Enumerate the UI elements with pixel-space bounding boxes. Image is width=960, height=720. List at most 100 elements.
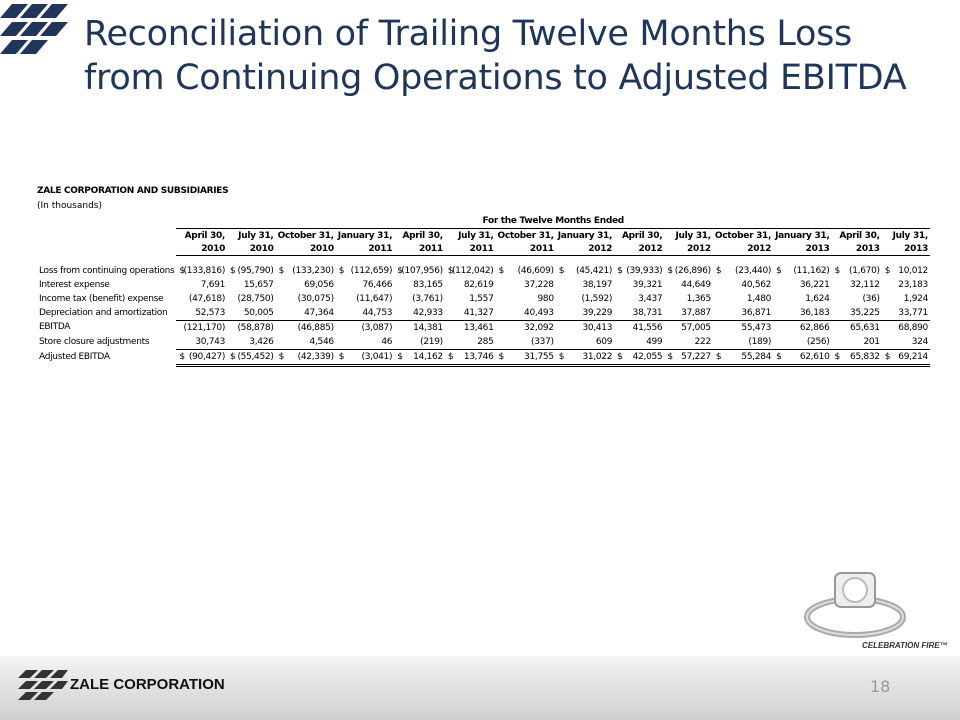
value: (58,878) — [237, 322, 274, 333]
currency-sign: $ — [667, 265, 673, 276]
value: 14,162 — [413, 351, 443, 362]
value-cell: 40,562 — [713, 278, 773, 292]
value: (46,609) — [517, 265, 554, 276]
value-cell: 37,887 — [664, 306, 713, 321]
value-cell: 1,924 — [882, 292, 930, 306]
column-month: April 30, — [184, 230, 226, 241]
value-cell: $ (90,427) — [176, 348, 228, 367]
value: (107,956) — [401, 265, 443, 276]
value: 31,755 — [524, 351, 554, 362]
footer-band — [0, 656, 960, 720]
value-cell: 4,546 — [276, 335, 336, 350]
column-month: April 30, — [839, 230, 880, 241]
value: (3,041) — [361, 351, 393, 362]
value-cell: (11,647) — [336, 292, 394, 306]
data-row: Adjusted EBITDA $ (90,427) $ (55,452) $ (42,33… — [37, 348, 930, 367]
currency-sign: $ — [834, 265, 841, 276]
value: (189) — [748, 336, 772, 347]
value-cell: 38,197 — [556, 278, 614, 292]
value: (30,075) — [297, 293, 334, 304]
value-cell: 39,229 — [556, 306, 614, 321]
logo-icon — [0, 4, 68, 54]
value: (47,618) — [188, 293, 226, 304]
value: 36,221 — [799, 279, 830, 290]
column-year: 2012 — [555, 242, 615, 256]
currency-sign: $ — [834, 351, 841, 362]
value: 57,005 — [681, 322, 711, 333]
column-month: January 31, — [337, 230, 393, 241]
row-label: Interest expense — [39, 279, 110, 290]
value: 324 — [911, 336, 929, 347]
currency-sign: $ — [397, 351, 403, 362]
value-cell: $31,755 — [495, 348, 556, 367]
data-row: Income tax (benefit) expense (47,618) (28,… — [37, 292, 930, 306]
value: (90,427) — [188, 351, 226, 362]
column-year: 2010 — [275, 242, 336, 256]
column-month: April 30, — [621, 230, 663, 241]
value-cell: $ (39,933) — [614, 264, 664, 278]
value: 47,364 — [304, 307, 334, 318]
value: (46,885) — [297, 322, 334, 333]
value-cell: (337) — [496, 335, 556, 350]
value-cell: 30,413 — [555, 319, 615, 335]
currency-sign: $ — [338, 351, 345, 362]
value: 201 — [863, 336, 880, 347]
value: 31,022 — [582, 351, 613, 362]
value: (112,042) — [451, 265, 494, 276]
value-cell: (58,878) — [227, 319, 276, 335]
value-cell: 222 — [664, 335, 713, 350]
month-header-row: April 30, July 31, October 31, January 31, A… — [37, 229, 930, 243]
value-cell: $ (45,421) — [556, 264, 614, 278]
column-month: July 31, — [238, 230, 274, 241]
value-cell: (121,170) — [176, 319, 228, 335]
value: 37,228 — [524, 279, 554, 290]
value: 4,546 — [309, 336, 335, 347]
value: 40,562 — [741, 279, 772, 290]
value-cell: $ (107,956) — [394, 264, 445, 278]
value: (337) — [531, 336, 554, 347]
value: 42,055 — [632, 351, 663, 362]
column-year: 2011 — [335, 242, 395, 256]
value: 46 — [381, 336, 393, 347]
value-cell: $ (23,440) — [713, 264, 773, 278]
value-cell: 3,426 — [227, 335, 276, 350]
value: (219) — [420, 336, 443, 347]
value: 37,887 — [681, 307, 711, 318]
spacer-row — [37, 256, 930, 264]
value: 50,005 — [243, 307, 274, 318]
currency-sign: $ — [617, 351, 623, 362]
value-cell: $ (133,816) — [176, 264, 227, 278]
value-cell: 62,866 — [773, 319, 832, 335]
data-row: Store closure adjustments 30,743 3,426 4,54… — [37, 335, 930, 350]
value: (121,170) — [183, 322, 226, 333]
value: 1,480 — [746, 293, 772, 304]
value: 499 — [646, 336, 663, 347]
units-note: (In thousands) — [37, 201, 102, 211]
value: (55,452) — [237, 351, 274, 362]
value: 32,092 — [524, 322, 554, 333]
value-cell: 36,221 — [773, 278, 831, 292]
currency-sign: $ — [498, 351, 505, 362]
value: (95,790) — [237, 265, 274, 276]
currency-sign: $ — [179, 265, 185, 276]
value: (26,896) — [674, 265, 711, 276]
column-month: January 31, — [775, 230, 830, 241]
value: 55,473 — [741, 322, 772, 333]
value: (11,647) — [356, 293, 393, 304]
value-cell: 609 — [556, 335, 614, 350]
value: 69,214 — [898, 351, 928, 362]
value-cell: $10,012 — [882, 264, 930, 278]
value-cell: 42,933 — [394, 306, 445, 321]
value: 14,381 — [413, 322, 443, 333]
value-cell: 13,461 — [444, 319, 496, 335]
data-row: Depreciation and amortization 52,573 50,00… — [37, 306, 930, 321]
value-cell: $ (133,230) — [276, 264, 336, 278]
value: 3,437 — [638, 293, 663, 304]
value: 62,866 — [799, 322, 830, 333]
value: 65,631 — [850, 322, 880, 333]
value: 10,012 — [898, 265, 928, 276]
value-cell: (47,618) — [176, 292, 227, 306]
value: 57,227 — [681, 351, 711, 362]
value: 69,056 — [304, 279, 334, 290]
value-cell: 57,005 — [664, 319, 713, 335]
